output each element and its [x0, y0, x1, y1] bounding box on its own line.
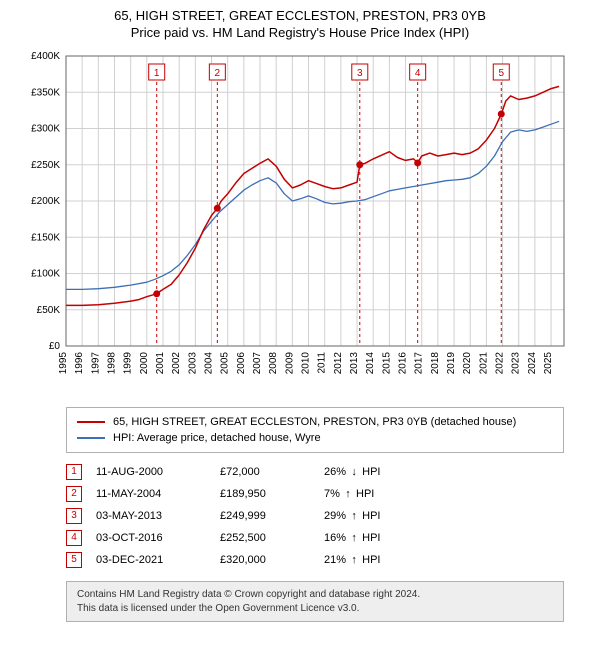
svg-text:2003: 2003: [187, 352, 198, 375]
title-line-2: Price paid vs. HM Land Registry's House …: [10, 25, 590, 40]
tx-number-box: 2: [66, 486, 82, 502]
chart-svg: £0 £50K £100K £150K £200K £250K £300K £350K £400…: [10, 46, 590, 396]
svg-text:2013: 2013: [349, 352, 360, 375]
legend: 65, HIGH STREET, GREAT ECCLESTON, PRESTO…: [66, 407, 564, 453]
svg-text:4: 4: [415, 68, 421, 79]
svg-text:2004: 2004: [204, 352, 215, 375]
tx-vs-hpi: 26% ↓ HPI: [324, 461, 394, 483]
svg-text:£100K: £100K: [31, 269, 60, 280]
tx-number-box: 5: [66, 552, 82, 568]
tx-date: 11-MAY-2004: [96, 483, 220, 505]
svg-text:2010: 2010: [301, 352, 312, 375]
tx-vs-hpi: 29% ↑ HPI: [324, 505, 394, 527]
legend-swatch: [77, 437, 105, 439]
svg-text:1995: 1995: [58, 352, 69, 375]
title-line-1: 65, HIGH STREET, GREAT ECCLESTON, PRESTO…: [10, 8, 590, 23]
table-row: 1 11-AUG-2000£72,00026% ↓ HPI: [66, 461, 394, 483]
svg-text:2008: 2008: [268, 352, 279, 375]
tx-date: 03-MAY-2013: [96, 505, 220, 527]
tx-price: £72,000: [220, 461, 324, 483]
transactions-table: 1 11-AUG-2000£72,00026% ↓ HPI 2 11-MAY-2004…: [66, 461, 394, 571]
tx-number-box: 1: [66, 464, 82, 480]
svg-text:£50K: £50K: [37, 305, 61, 316]
svg-text:2025: 2025: [543, 352, 554, 375]
svg-text:2006: 2006: [236, 352, 247, 375]
tx-price: £249,999: [220, 505, 324, 527]
legend-item: 65, HIGH STREET, GREAT ECCLESTON, PRESTO…: [77, 414, 553, 430]
svg-text:2001: 2001: [155, 352, 166, 375]
svg-text:2012: 2012: [333, 352, 344, 375]
svg-text:£0: £0: [49, 341, 61, 352]
svg-text:£250K: £250K: [31, 160, 60, 171]
svg-text:2018: 2018: [430, 352, 441, 375]
tx-vs-hpi: 16% ↑ HPI: [324, 527, 394, 549]
tx-price: £320,000: [220, 549, 324, 571]
svg-text:2023: 2023: [511, 352, 522, 375]
footer-line-2: This data is licensed under the Open Gov…: [77, 602, 553, 616]
svg-text:2: 2: [215, 68, 221, 79]
svg-text:2017: 2017: [414, 352, 425, 375]
tx-vs-hpi: 7% ↑ HPI: [324, 483, 394, 505]
footer-attribution: Contains HM Land Registry data © Crown c…: [66, 581, 564, 622]
svg-text:2024: 2024: [527, 352, 538, 375]
svg-text:1996: 1996: [74, 352, 85, 375]
table-row: 2 11-MAY-2004£189,9507% ↑ HPI: [66, 483, 394, 505]
tx-number-box: 3: [66, 508, 82, 524]
svg-text:2014: 2014: [365, 352, 376, 375]
svg-text:2000: 2000: [139, 352, 150, 375]
svg-text:2011: 2011: [317, 352, 328, 374]
svg-text:1998: 1998: [107, 352, 118, 375]
tx-price: £252,500: [220, 527, 324, 549]
svg-text:2015: 2015: [381, 352, 392, 375]
svg-text:2019: 2019: [446, 352, 457, 375]
table-row: 4 03-OCT-2016£252,50016% ↑ HPI: [66, 527, 394, 549]
svg-text:2009: 2009: [284, 352, 295, 375]
legend-swatch: [77, 421, 105, 423]
svg-text:2022: 2022: [495, 352, 506, 375]
table-row: 3 03-MAY-2013£249,99929% ↑ HPI: [66, 505, 394, 527]
svg-text:£400K: £400K: [31, 51, 60, 62]
price-chart: £0 £50K £100K £150K £200K £250K £300K £350K £400…: [10, 46, 590, 401]
svg-text:2016: 2016: [398, 352, 409, 375]
svg-text:1999: 1999: [123, 352, 134, 375]
svg-text:1: 1: [154, 68, 160, 79]
tx-number-box: 4: [66, 530, 82, 546]
legend-item: HPI: Average price, detached house, Wyre: [77, 430, 553, 446]
svg-text:2002: 2002: [171, 352, 182, 375]
table-row: 5 03-DEC-2021£320,00021% ↑ HPI: [66, 549, 394, 571]
svg-text:5: 5: [498, 68, 504, 79]
svg-text:2005: 2005: [220, 352, 231, 375]
tx-price: £189,950: [220, 483, 324, 505]
svg-text:£150K: £150K: [31, 232, 60, 243]
svg-text:£350K: £350K: [31, 87, 60, 98]
legend-label: HPI: Average price, detached house, Wyre: [113, 432, 321, 444]
svg-text:£300K: £300K: [31, 124, 60, 135]
tx-date: 11-AUG-2000: [96, 461, 220, 483]
svg-text:2007: 2007: [252, 352, 263, 375]
tx-date: 03-DEC-2021: [96, 549, 220, 571]
svg-text:£200K: £200K: [31, 196, 60, 207]
svg-text:3: 3: [357, 68, 363, 79]
svg-text:2020: 2020: [462, 352, 473, 375]
svg-text:1997: 1997: [90, 352, 101, 375]
footer-line-1: Contains HM Land Registry data © Crown c…: [77, 588, 553, 602]
tx-date: 03-OCT-2016: [96, 527, 220, 549]
tx-vs-hpi: 21% ↑ HPI: [324, 549, 394, 571]
legend-label: 65, HIGH STREET, GREAT ECCLESTON, PRESTO…: [113, 416, 516, 428]
svg-text:2021: 2021: [478, 352, 489, 375]
